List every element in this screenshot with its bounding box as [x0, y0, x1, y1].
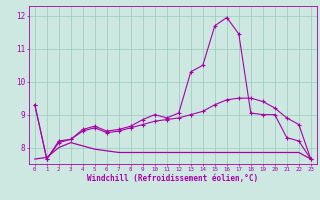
- X-axis label: Windchill (Refroidissement éolien,°C): Windchill (Refroidissement éolien,°C): [87, 174, 258, 183]
